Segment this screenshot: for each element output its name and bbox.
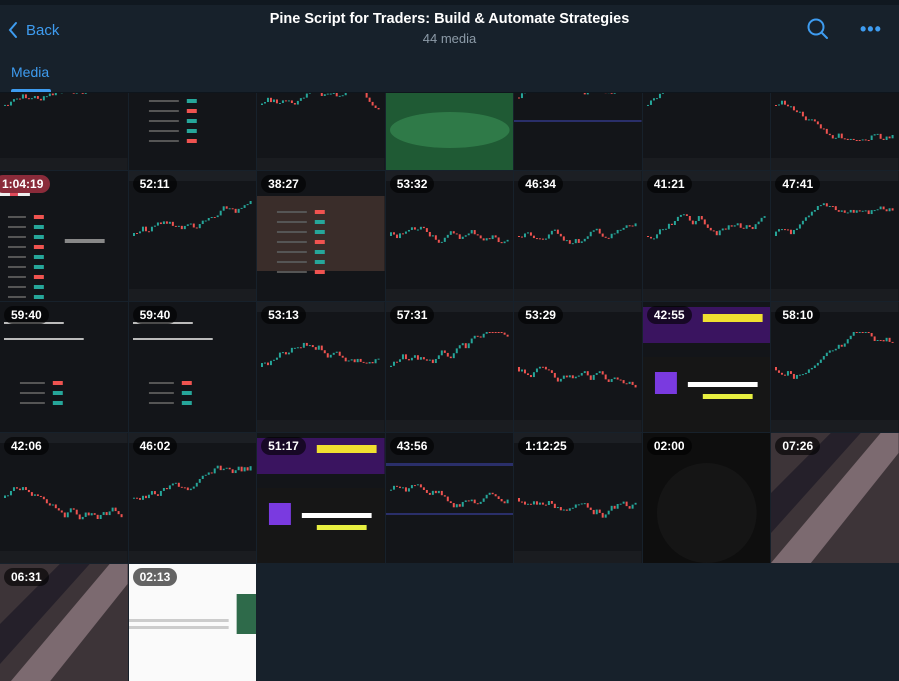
media-item[interactable]: 51:17 bbox=[257, 433, 385, 563]
duration-badge: 06:31 bbox=[4, 568, 49, 586]
media-thumbnail bbox=[128, 171, 257, 301]
media-item[interactable]: 53:29 bbox=[514, 302, 642, 432]
media-count: 44 media bbox=[422, 31, 477, 46]
more-icon[interactable]: ••• bbox=[860, 19, 882, 39]
media-thumbnail bbox=[257, 302, 385, 432]
media-thumbnail bbox=[257, 93, 385, 170]
media-item[interactable] bbox=[0, 93, 128, 170]
media-grid-viewport[interactable]: 1:04:19 52:11 38:27 53:32 46:34 41:21 47:41 59:… bbox=[0, 93, 899, 681]
media-thumbnail bbox=[385, 463, 514, 515]
media-item[interactable] bbox=[128, 93, 257, 170]
media-item[interactable]: 46:34 bbox=[514, 171, 642, 301]
duration-badge: 1:12:25 bbox=[518, 437, 574, 455]
duration-badge: 41:21 bbox=[646, 175, 692, 193]
duration-badge: 46:02 bbox=[132, 437, 178, 455]
media-thumbnail bbox=[514, 93, 642, 122]
media-item[interactable] bbox=[642, 93, 771, 170]
page-title: Pine Script for Traders: Build & Automat… bbox=[269, 11, 630, 27]
media-thumbnail bbox=[385, 302, 514, 432]
duration-badge: 57:31 bbox=[389, 306, 435, 324]
duration-badge: 02:13 bbox=[132, 568, 178, 586]
media-thumbnail bbox=[128, 433, 257, 563]
media-thumbnail bbox=[771, 433, 899, 563]
media-thumbnail bbox=[771, 171, 899, 301]
media-item[interactable] bbox=[514, 93, 642, 170]
media-thumbnail bbox=[656, 463, 757, 563]
duration-badge: 43:56 bbox=[389, 437, 435, 455]
window-top-strip bbox=[0, 0, 899, 5]
media-item[interactable]: 1:04:19 bbox=[0, 171, 128, 301]
header: Back Pine Script for Traders: Build & Au… bbox=[0, 5, 899, 93]
duration-badge: 42:55 bbox=[646, 306, 692, 324]
duration-badge: 1:04:19 bbox=[0, 175, 51, 193]
chevron-left-icon bbox=[8, 22, 17, 38]
tab-indicator bbox=[11, 89, 51, 92]
media-item[interactable]: 02:13 bbox=[128, 564, 257, 681]
duration-badge: 53:13 bbox=[261, 306, 306, 324]
search-button[interactable] bbox=[806, 17, 830, 46]
media-item[interactable]: 42:06 bbox=[0, 433, 128, 563]
media-item[interactable]: 53:13 bbox=[257, 302, 385, 432]
duration-badge: 47:41 bbox=[775, 175, 821, 193]
media-item[interactable]: 02:00 bbox=[642, 433, 771, 563]
media-item[interactable]: 1:12:25 bbox=[514, 433, 642, 563]
media-thumbnail bbox=[514, 302, 642, 432]
media-item[interactable] bbox=[771, 93, 899, 170]
duration-badge: 52:11 bbox=[132, 175, 177, 193]
duration-badge: 59:40 bbox=[4, 306, 49, 324]
media-thumbnail bbox=[514, 433, 642, 563]
media-thumbnail bbox=[0, 186, 105, 299]
media-thumbnail bbox=[0, 433, 128, 563]
duration-badge: 02:00 bbox=[646, 437, 692, 455]
media-thumbnail bbox=[514, 171, 642, 301]
duration-badge: 38:27 bbox=[261, 175, 306, 193]
media-item[interactable] bbox=[257, 93, 385, 170]
media-thumbnail bbox=[257, 196, 385, 274]
media-item[interactable]: 53:32 bbox=[385, 171, 514, 301]
media-grid: 1:04:19 52:11 38:27 53:32 46:34 41:21 47:41 59:… bbox=[0, 93, 899, 681]
media-item[interactable] bbox=[385, 93, 514, 170]
media-thumbnail bbox=[771, 302, 899, 432]
media-item[interactable]: 41:21 bbox=[642, 171, 771, 301]
duration-badge: 58:10 bbox=[775, 306, 821, 324]
duration-badge: 53:32 bbox=[389, 175, 435, 193]
media-thumbnail bbox=[771, 100, 899, 170]
duration-badge: 53:29 bbox=[518, 306, 563, 324]
duration-badge: 59:40 bbox=[132, 306, 178, 324]
media-item[interactable]: 07:26 bbox=[771, 433, 899, 563]
media-item[interactable]: 42:55 bbox=[642, 302, 771, 432]
media-item[interactable]: 59:40 bbox=[128, 302, 257, 432]
media-thumbnail bbox=[385, 171, 514, 301]
search-icon bbox=[807, 18, 828, 39]
media-item[interactable]: 38:27 bbox=[257, 171, 385, 301]
duration-badge: 07:26 bbox=[775, 437, 821, 455]
media-thumbnail bbox=[642, 93, 771, 170]
media-item[interactable]: 43:56 bbox=[385, 433, 514, 563]
media-item[interactable]: 46:02 bbox=[128, 433, 257, 563]
duration-badge: 42:06 bbox=[4, 437, 49, 455]
media-item[interactable]: 59:40 bbox=[0, 302, 128, 432]
media-thumbnail bbox=[148, 99, 197, 143]
media-thumbnail bbox=[642, 307, 771, 432]
media-thumbnail bbox=[0, 93, 128, 170]
back-button[interactable]: Back bbox=[8, 21, 59, 39]
media-item[interactable]: 58:10 bbox=[771, 302, 899, 432]
media-item[interactable]: 06:31 bbox=[0, 564, 128, 681]
media-item[interactable]: 57:31 bbox=[385, 302, 514, 432]
media-thumbnail bbox=[385, 93, 514, 170]
media-thumbnail bbox=[0, 564, 128, 681]
media-item[interactable]: 47:41 bbox=[771, 171, 899, 301]
duration-badge: 46:34 bbox=[518, 175, 563, 193]
back-label: Back bbox=[26, 21, 60, 39]
duration-badge: 51:17 bbox=[261, 437, 306, 455]
media-thumbnail bbox=[642, 171, 771, 301]
tab-media[interactable]: Media bbox=[11, 64, 50, 80]
media-item[interactable]: 52:11 bbox=[128, 171, 257, 301]
